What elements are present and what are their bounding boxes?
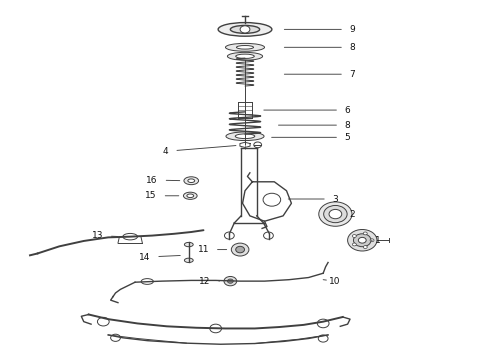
Text: 3: 3: [288, 194, 338, 203]
Circle shape: [263, 193, 281, 206]
Ellipse shape: [235, 134, 255, 139]
Ellipse shape: [187, 194, 194, 198]
Text: 12: 12: [199, 276, 220, 285]
Text: 8: 8: [284, 43, 355, 52]
Ellipse shape: [184, 258, 193, 262]
Ellipse shape: [225, 43, 265, 51]
Circle shape: [329, 210, 342, 219]
Ellipse shape: [184, 242, 193, 247]
Circle shape: [347, 229, 377, 251]
Circle shape: [370, 239, 374, 242]
Text: 4: 4: [163, 145, 236, 156]
Circle shape: [240, 26, 250, 33]
Circle shape: [210, 324, 221, 333]
Text: 13: 13: [92, 231, 118, 240]
Circle shape: [318, 319, 329, 328]
Circle shape: [324, 206, 347, 223]
Circle shape: [319, 202, 352, 226]
Ellipse shape: [226, 132, 264, 140]
Ellipse shape: [188, 179, 195, 183]
Text: 8: 8: [278, 121, 350, 130]
Circle shape: [224, 276, 237, 286]
Circle shape: [363, 246, 367, 248]
Ellipse shape: [218, 23, 272, 36]
Text: 7: 7: [284, 70, 355, 79]
Ellipse shape: [227, 52, 263, 60]
Text: 1: 1: [371, 236, 381, 245]
Text: 2: 2: [350, 210, 355, 219]
Ellipse shape: [237, 45, 253, 49]
Circle shape: [98, 318, 109, 326]
Text: 9: 9: [284, 25, 355, 34]
Circle shape: [236, 246, 245, 253]
Circle shape: [363, 232, 367, 235]
Text: 10: 10: [323, 276, 341, 285]
Circle shape: [318, 335, 328, 342]
Ellipse shape: [236, 54, 254, 58]
Text: 16: 16: [147, 176, 180, 185]
Circle shape: [352, 243, 356, 246]
Ellipse shape: [183, 192, 197, 199]
Circle shape: [358, 237, 366, 243]
Circle shape: [353, 234, 371, 247]
Text: 5: 5: [271, 133, 350, 142]
Text: 15: 15: [146, 191, 179, 200]
Text: 11: 11: [198, 245, 227, 254]
Circle shape: [352, 235, 356, 238]
Text: 6: 6: [264, 105, 350, 114]
Circle shape: [227, 279, 233, 283]
Circle shape: [231, 243, 249, 256]
Ellipse shape: [230, 26, 260, 33]
Ellipse shape: [184, 177, 198, 185]
Text: 14: 14: [139, 253, 180, 262]
Circle shape: [111, 334, 121, 341]
